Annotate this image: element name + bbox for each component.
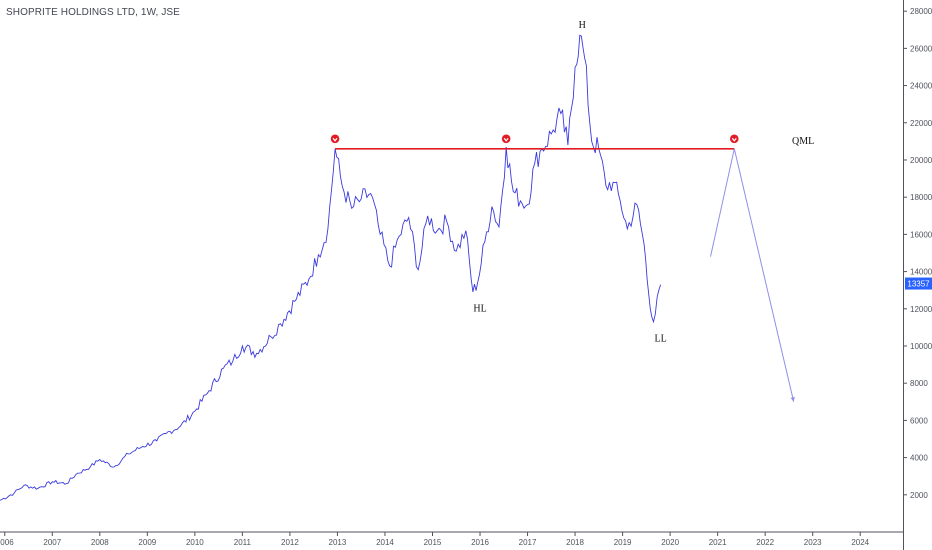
qml-marker-icon — [501, 134, 511, 144]
x-tick-label: 2019 — [614, 538, 632, 547]
x-tick-label: 2009 — [138, 538, 156, 547]
x-tick-label: 2013 — [329, 538, 347, 547]
x-tick-label: 2008 — [91, 538, 109, 547]
y-tick-label: 14000 — [910, 268, 932, 277]
x-tick-label: 2012 — [281, 538, 299, 547]
x-tick-label: 2023 — [804, 538, 822, 547]
y-tick-label: 10000 — [910, 342, 932, 351]
x-tick-label: 2021 — [709, 538, 727, 547]
qml-label: QML — [792, 136, 814, 147]
x-tick-label: 2015 — [424, 538, 442, 547]
y-tick-label: 26000 — [910, 44, 932, 53]
pattern-label-ll: LL — [655, 333, 667, 344]
y-tick-label: 24000 — [910, 82, 932, 91]
pattern-label-h: H — [579, 20, 586, 31]
y-tick-label: 12000 — [910, 305, 932, 314]
projection-arrowhead-icon — [790, 396, 795, 402]
x-tick-label: 2011 — [234, 538, 252, 547]
x-tick-label: 2017 — [519, 538, 537, 547]
x-tick-label: 2016 — [471, 538, 489, 547]
pattern-label-hl: HL — [473, 304, 486, 315]
y-tick-label: 20000 — [910, 156, 932, 165]
y-tick-label: 4000 — [910, 454, 928, 463]
y-tick-label: 2000 — [910, 491, 928, 500]
qml-marker-icon — [729, 134, 739, 144]
qml-marker-icon — [330, 134, 340, 144]
price-series — [0, 34, 662, 501]
symbol-title: SHOPRITE HOLDINGS LTD, 1W, JSE — [6, 7, 180, 18]
x-tick-label: 2024 — [851, 538, 869, 547]
arrow-down-icon — [332, 137, 338, 142]
y-tick-label: 28000 — [910, 7, 932, 16]
x-tick-label: 2014 — [376, 538, 394, 547]
last-price-label: 13357 — [907, 280, 930, 289]
last-price-badge — [905, 277, 932, 290]
projection-path — [710, 148, 795, 402]
arrow-down-icon — [731, 137, 737, 142]
price-line — [0, 34, 662, 501]
y-tick-label: 22000 — [910, 119, 932, 128]
arrow-down-icon — [503, 137, 509, 142]
y-tick-label: 18000 — [910, 193, 932, 202]
x-tick-label: 2020 — [661, 538, 679, 547]
x-tick-label: 2018 — [566, 538, 584, 547]
annotations: QML H HL LL 13357 — [330, 20, 932, 402]
y-tick-label: 8000 — [910, 379, 928, 388]
y-tick-label: 6000 — [910, 416, 928, 425]
x-tick-label: 2010 — [186, 538, 204, 547]
x-tick-label: 2006 — [0, 538, 14, 547]
x-tick-label: 2007 — [43, 538, 61, 547]
x-tick-label: 2022 — [756, 538, 774, 547]
y-tick-label: 16000 — [910, 230, 932, 239]
